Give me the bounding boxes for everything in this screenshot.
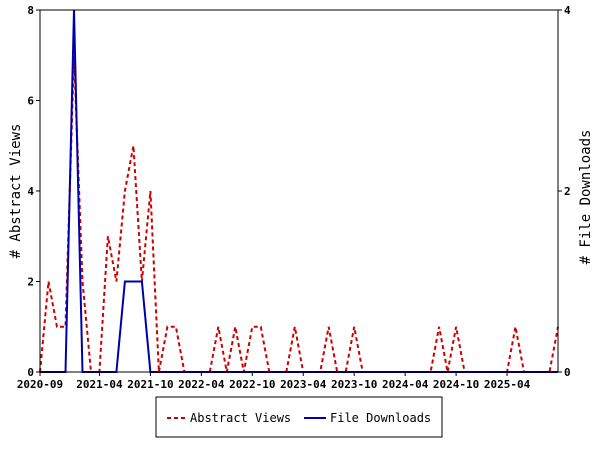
y-left-tick-label: 2 (27, 276, 34, 289)
y-axis-left-title: # Abstract Views (8, 124, 24, 259)
y-left-tick-label: 8 (27, 4, 34, 17)
y-axis-right-title: # File Downloads (578, 130, 594, 265)
y-left-tick-label: 0 (27, 366, 34, 379)
x-tick-label: 2022-10 (229, 378, 275, 391)
legend: Abstract Views File Downloads (155, 396, 443, 438)
x-tick-label: 2025-04 (484, 378, 531, 391)
x-tick-label: 2024-04 (382, 378, 429, 391)
y-right-tick-label: 0 (564, 366, 571, 379)
x-tick-label: 2023-10 (331, 378, 377, 391)
ticks-layer: 0 2 4 6 8 0 2 4 2020-09 2021-04 2021-10 2022-04 2022… (17, 4, 571, 391)
y-right-tick-label: 4 (564, 4, 571, 17)
x-tick-label: 2021-10 (127, 378, 173, 391)
y-left-tick-label: 6 (27, 95, 34, 108)
y-right-tick-label: 2 (564, 185, 571, 198)
legend-label-file-downloads: File Downloads (330, 411, 431, 425)
plot-background (40, 10, 558, 372)
x-tick-label: 2020-09 (17, 378, 63, 391)
y-left-tick-label: 4 (27, 185, 34, 198)
legend-label-abstract-views: Abstract Views (190, 411, 291, 425)
legend-box (155, 396, 443, 438)
x-tick-label: 2022-04 (178, 378, 225, 391)
x-tick-label: 2021-04 (76, 378, 123, 391)
x-tick-label: 2024-10 (433, 378, 479, 391)
x-tick-label: 2023-04 (280, 378, 327, 391)
plot-area (40, 10, 558, 372)
